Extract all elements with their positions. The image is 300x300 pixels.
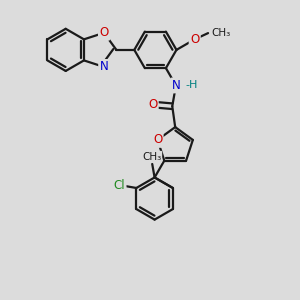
Text: CH₃: CH₃ <box>142 152 161 162</box>
Text: O: O <box>148 98 157 111</box>
Text: -H: -H <box>185 80 197 90</box>
Text: N: N <box>172 79 180 92</box>
Text: O: O <box>153 134 162 146</box>
Text: CH₃: CH₃ <box>211 28 230 38</box>
Text: N: N <box>100 60 108 74</box>
Text: Cl: Cl <box>113 179 125 192</box>
Text: O: O <box>99 26 109 39</box>
Text: O: O <box>190 33 199 46</box>
